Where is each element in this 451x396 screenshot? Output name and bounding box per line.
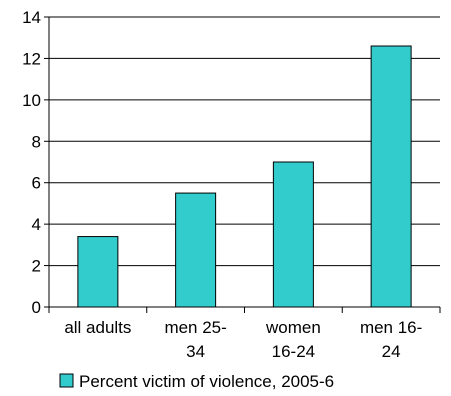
legend-label: Percent victim of violence, 2005-6 [79,372,334,391]
y-tick-label: 0 [32,298,41,317]
gridlines [49,16,440,267]
y-tick-label: 2 [32,257,41,276]
x-category-label: all adults [64,318,131,337]
bar [370,45,412,308]
x-category-label: women 16-24 [265,318,321,361]
y-tick-label: 14 [22,8,41,27]
x-category-label: men 25-34 [164,318,226,361]
bars [77,45,412,308]
bar [272,161,314,308]
x-category-label: men 16-24 [360,318,422,361]
bar [77,236,119,308]
y-tick-label: 10 [22,91,41,110]
x-axis-category-labels: all adults men 25-34 women 16-24 men 16-24 [64,318,422,361]
y-tick-label: 8 [32,132,41,151]
legend: Percent victim of violence, 2005-6 [59,372,334,391]
y-axis-tick-labels: 0 2 4 6 8 10 12 14 [22,8,41,317]
y-tick-label: 12 [22,49,41,68]
axes [44,16,441,313]
bar [175,192,217,308]
legend-swatch [59,373,74,388]
y-tick-label: 4 [32,215,41,234]
y-tick-label: 6 [32,174,41,193]
